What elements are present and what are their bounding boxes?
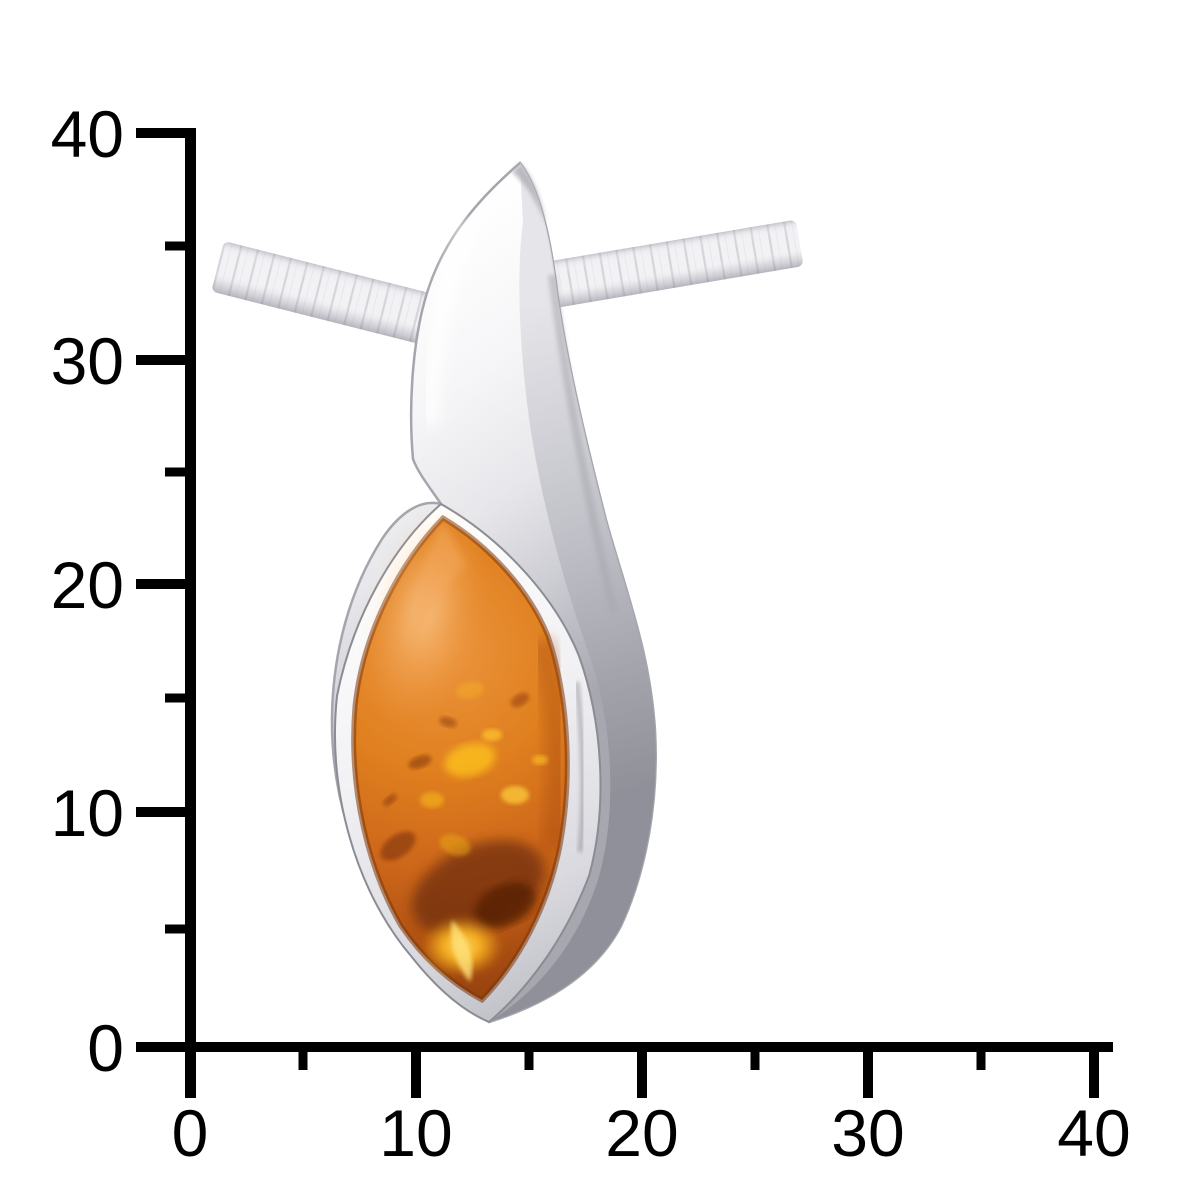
bail-left-highlight [422,221,478,426]
pendant [330,161,657,1024]
y-tick-label-30: 30 [51,324,124,398]
x-tick-label-0: 0 [172,1096,209,1170]
bail-shading [489,163,656,1022]
amber-stone [351,504,572,1004]
bail-crease [548,274,618,613]
amber-fleck [532,755,548,765]
amber-inclusion [380,831,416,861]
y-tick-label-40: 40 [51,97,124,171]
measurement-axes: 0 10 20 30 40 0 10 20 30 40 [51,97,1131,1170]
y-tick-label-10: 10 [51,776,124,850]
amber-inclusions [380,692,545,936]
amber-fleck [420,792,444,808]
x-tick-label-10: 10 [379,1096,452,1170]
necklace-chain-right [498,220,803,316]
amber-inclusion [510,692,530,708]
x-tick-label-40: 40 [1057,1096,1130,1170]
amber-tip-light [414,520,466,640]
amber-inclusion [408,755,432,769]
amber-right-shadow [527,635,572,852]
necklace-chain-left [212,242,435,344]
amber-fleck [501,786,529,804]
x-tick-label-30: 30 [831,1096,904,1170]
bail-tip-shade [512,163,546,225]
amber-inclusion [439,716,457,728]
amber-flecks [420,681,548,856]
amber-inclusion [474,882,536,928]
y-tick-label-0: 0 [87,1011,124,1085]
x-tick-label-20: 20 [605,1096,678,1170]
amber-fleck [444,743,496,777]
amber-glow-flame [451,920,473,982]
amber-fleck [456,681,484,699]
bezel-seam-shadow [575,681,585,853]
amber-fleck [439,834,471,856]
y-tick-label-20: 20 [51,548,124,622]
amber-fleck [482,729,502,741]
amber-inclusion [383,794,397,806]
